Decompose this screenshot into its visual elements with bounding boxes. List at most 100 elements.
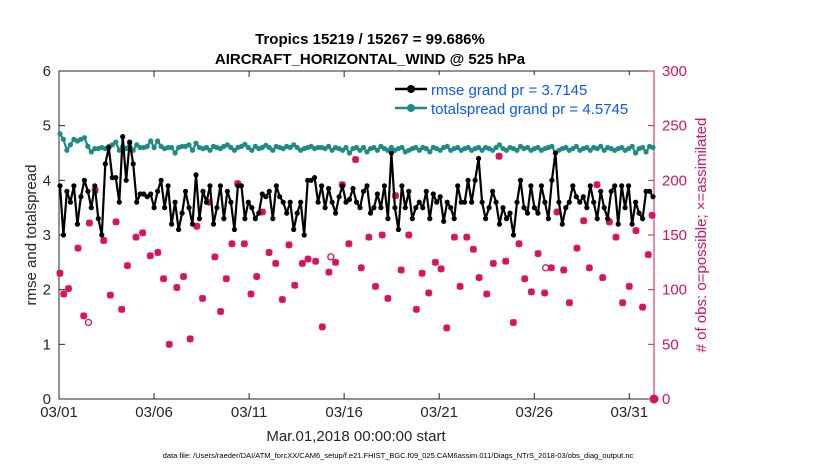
rmse-series-point: [169, 221, 175, 227]
rmse-series-point: [151, 205, 157, 211]
obs-assimilated-point: [541, 289, 549, 297]
spread-series-point: [57, 131, 63, 137]
obs-assimilated-point: [605, 218, 613, 226]
rmse-series-point: [357, 205, 363, 211]
obs-assimilated-point: [160, 275, 168, 283]
spread-series-point: [207, 147, 213, 153]
rmse-series-point: [162, 205, 168, 211]
rmse-series-point: [371, 205, 377, 211]
rmse-series-point: [189, 221, 196, 227]
y2-tick-label: 300: [662, 63, 687, 80]
y2-tick-label: 50: [662, 336, 679, 353]
obs-assimilated-point: [565, 299, 573, 307]
spread-series-point: [437, 147, 443, 153]
spread-series-point: [81, 135, 87, 141]
obs-assimilated-point: [193, 222, 201, 230]
rmse-series-point: [535, 210, 541, 216]
rmse-series-point: [434, 199, 440, 205]
spread-series-point: [563, 144, 569, 151]
rmse-series-point: [67, 199, 73, 205]
rmse-series-point: [500, 205, 506, 211]
obs-assimilated-point: [325, 268, 333, 276]
obs-assimilated-point: [418, 269, 426, 277]
rmse-series-point: [647, 188, 653, 194]
rmse-series-point: [196, 216, 203, 222]
rmse-series-point: [238, 183, 244, 189]
rmse-series-point: [503, 216, 510, 222]
rmse-series-point: [308, 177, 314, 183]
obs-assimilated-point: [357, 264, 365, 272]
obs-zero-marker: [649, 394, 659, 404]
x-axis-label: Mar.01,2018 00:00:00 start: [266, 428, 446, 445]
obs-assimilated-point: [199, 294, 207, 302]
rmse-series-point: [476, 155, 482, 162]
obs-assimilated-point: [527, 288, 535, 296]
obs-assimilated-point: [378, 231, 386, 239]
obs-assimilated-point: [65, 285, 73, 293]
x-tick-label: 03/11: [231, 404, 267, 421]
obs-assimilated-point: [450, 233, 458, 241]
rmse-series-point: [545, 216, 552, 222]
rmse-series-point: [85, 188, 91, 194]
rmse-series-point: [566, 199, 572, 205]
rmse-series-point: [280, 199, 286, 205]
obs-assimilated-point: [265, 248, 273, 256]
rmse-series-point: [277, 194, 283, 200]
obs-assimilated-point: [425, 289, 433, 297]
rmse-series-point: [493, 199, 499, 205]
spread-series-point: [357, 147, 363, 153]
rmse-series-point: [179, 210, 185, 216]
spread-series-point: [584, 144, 590, 151]
spread-series-point: [109, 142, 115, 148]
spread-series-point: [371, 144, 377, 151]
obs-assimilated-point: [258, 208, 266, 216]
spread-series-point: [88, 149, 94, 155]
rmse-series-point: [95, 216, 101, 222]
rmse-series-point: [182, 188, 189, 194]
obs-assimilated-point: [165, 340, 173, 348]
y-tick-label: 1: [43, 336, 51, 353]
spread-series-point: [245, 144, 251, 151]
rmse-series-point: [200, 188, 206, 194]
spread-series-point: [416, 147, 422, 153]
rmse-series-point: [155, 188, 161, 194]
chart-title: Tropics 15219 / 15267 = 99.686%: [255, 31, 485, 48]
spread-series-point: [189, 147, 196, 153]
spread-series-point: [224, 142, 230, 148]
obs-assimilated-point: [272, 259, 280, 267]
rmse-series-point: [626, 183, 632, 189]
obs-possible-point: [327, 253, 335, 261]
y2-axis-label: # of obs: o=possible; ×=assimilated: [693, 118, 710, 353]
spread-series-point: [294, 144, 300, 151]
rmse-series-point: [570, 183, 576, 189]
spread-series-point: [270, 147, 276, 153]
rmse-series-point: [242, 216, 248, 222]
rmse-series-point: [378, 205, 384, 211]
rmse-series-point: [130, 161, 136, 167]
x-tick-label: 03/21: [420, 404, 458, 421]
x-tick-label: 03/26: [515, 404, 553, 421]
y-tick-label: 4: [43, 172, 51, 189]
rmse-series-point: [113, 175, 119, 181]
spread-series-point: [360, 144, 367, 151]
y2-tick-label: 100: [662, 282, 687, 299]
obs-assimilated-point: [318, 323, 326, 331]
obs-assimilated-point: [521, 275, 529, 283]
x-tick-label: 03/06: [135, 404, 173, 421]
rmse-series-point: [413, 205, 419, 211]
obs-assimilated-point: [456, 282, 464, 290]
rmse-series-point: [339, 183, 346, 189]
rmse-series-point: [291, 226, 297, 233]
rmse-series-point: [172, 199, 178, 205]
rmse-series-point: [640, 216, 646, 222]
rmse-series-point: [343, 199, 349, 205]
y-tick-label: 0: [43, 391, 51, 408]
spread-series-point: [496, 142, 503, 148]
spread-series-point: [465, 144, 471, 151]
legend: rmse grand pr = 3.7145 totalspread grand…: [389, 75, 651, 123]
obs-assimilated-point: [253, 273, 261, 281]
rmse-series-point: [158, 177, 164, 183]
obs-assimilated-point: [222, 275, 230, 283]
rmse-series-point: [336, 194, 342, 200]
